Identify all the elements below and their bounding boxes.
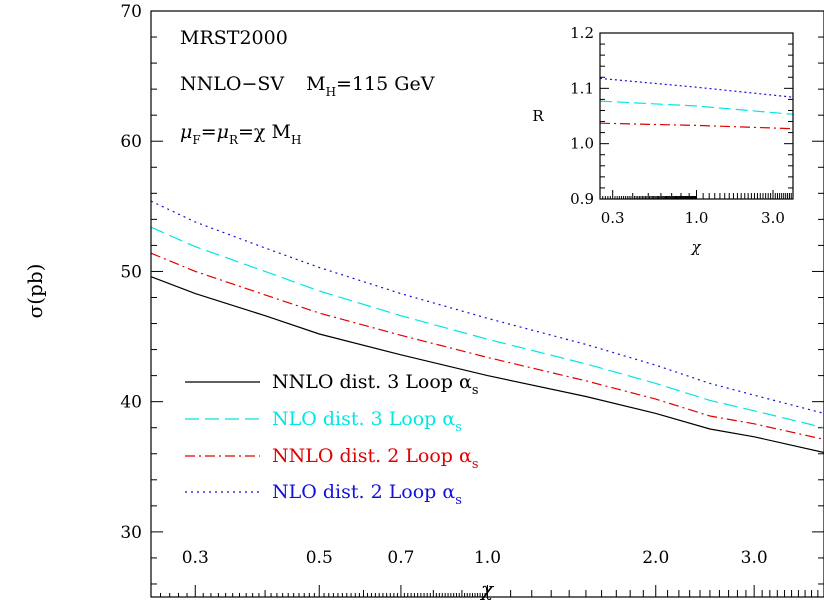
legend: NNLO dist. 3 Loop αs NLO dist. 3 Loop αs N… [185,371,479,508]
y-tick-label: 40 [120,393,142,413]
y-tick-label: 50 [120,262,142,282]
inset-axis-ticks: 0.3 1.0 3.0 0.9 1.0 1.1 1.2 [570,24,793,227]
annotation-order-mass: NNLO−SV MH=115 GeV [180,73,435,99]
inset-y-tick-label: 0.9 [570,190,594,208]
x-tick-label: 1.0 [474,548,501,568]
inset-x-tick-label: 3.0 [761,209,785,227]
annotation-pdf-set: MRST2000 [180,27,288,49]
inset-ratio-line-3 [599,122,794,130]
series-line-3 [150,252,824,440]
main-curves [150,200,824,454]
inset-ratio-line-2 [599,100,794,115]
inset-plot-frame [599,32,794,200]
y-tick-label: 30 [120,523,142,543]
x-tick-label: 0.3 [182,548,209,568]
x-tick-label: 0.7 [387,548,414,568]
inset-background [600,33,793,199]
legend-label: NNLO dist. 3 Loop αs [272,371,479,398]
x-tick-label: 3.0 [741,548,768,568]
series-line-2 [150,226,824,429]
legend-label: NNLO dist. 2 Loop αs [272,445,479,472]
series-line-1 [150,276,824,454]
inset-x-tick-label: 0.3 [601,209,625,227]
annotation-scale-choice: μF=μR=χ MH [180,121,301,147]
x-axis-label: χ [479,577,495,601]
inset-x-tick-label: 1.0 [685,209,709,227]
inset-curves [599,77,794,130]
y-axis-label: σ(pb) [23,264,47,319]
main-axis-ticks: 0.3 0.5 0.7 1.0 2.0 3.0 30 40 50 60 70 [120,2,824,597]
inset-y-tick-label: 1.2 [570,24,594,42]
inset-y-axis-label: R [532,107,544,125]
y-tick-label: 60 [120,132,142,152]
x-tick-label: 0.5 [306,548,333,568]
main-plot-frame [150,10,824,598]
legend-label: NLO dist. 3 Loop αs [272,408,462,435]
y-tick-label: 70 [120,2,142,22]
inset-y-tick-label: 1.1 [570,79,594,97]
inset-x-axis-label: χ [690,238,701,256]
x-tick-label: 2.0 [642,548,669,568]
inset-y-tick-label: 1.0 [570,135,594,153]
legend-label: NLO dist. 2 Loop αs [272,481,462,508]
inset-ratio-line-1 [599,77,794,98]
